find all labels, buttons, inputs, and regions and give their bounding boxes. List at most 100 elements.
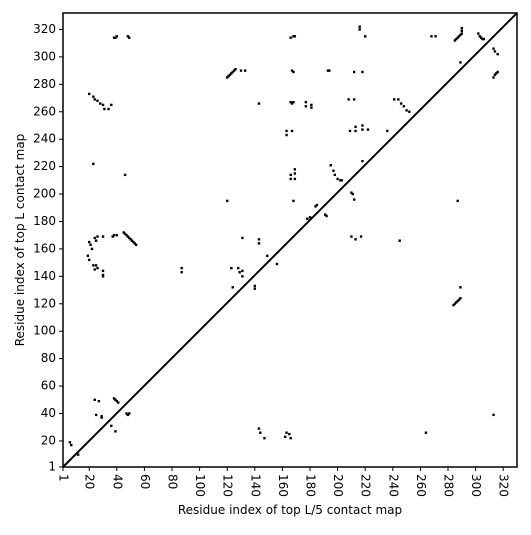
contact-point	[96, 266, 99, 270]
contact-point	[275, 262, 279, 266]
y-tick-label: 260	[33, 104, 56, 118]
contact-point	[114, 398, 117, 401]
contact-point	[359, 235, 363, 238]
y-tick-label: 100	[33, 324, 56, 338]
y-tick-label: 120	[33, 296, 56, 310]
contact-point	[241, 275, 244, 278]
contact-point	[115, 35, 119, 38]
contact-point	[231, 286, 234, 289]
x-tick-label: 240	[386, 474, 400, 497]
contact-point	[290, 69, 294, 72]
x-tick-label: 20	[83, 474, 97, 489]
contact-point	[112, 233, 116, 237]
contact-point	[453, 39, 457, 42]
contact-point	[126, 35, 130, 38]
contact-point	[459, 33, 462, 37]
contact-point	[348, 129, 352, 133]
contact-point	[392, 98, 396, 101]
contact-point	[366, 128, 370, 131]
contact-point	[101, 275, 105, 278]
contact-point	[122, 231, 125, 234]
contact-point	[180, 266, 183, 270]
contact-point	[459, 286, 462, 289]
contact-point	[347, 98, 350, 101]
contact-point	[94, 413, 98, 417]
contact-point	[70, 443, 73, 447]
contact-point	[326, 69, 330, 72]
contact-point	[99, 102, 102, 105]
x-tick-label: 280	[442, 474, 456, 497]
contact-point	[96, 235, 99, 238]
contact-point	[496, 70, 499, 74]
contact-point	[460, 32, 464, 35]
contact-point	[68, 441, 72, 444]
x-tick-label: 220	[359, 474, 373, 497]
contact-point	[110, 424, 113, 428]
contact-point	[285, 431, 288, 434]
contact-point	[325, 214, 328, 218]
contact-point	[101, 273, 105, 277]
contact-point	[493, 73, 497, 76]
y-tick-label: 180	[33, 214, 56, 228]
contact-point	[93, 236, 96, 240]
contact-point	[361, 128, 364, 131]
contact-point	[289, 36, 292, 39]
contact-point	[226, 199, 229, 203]
contact-point	[293, 35, 297, 38]
contact-point	[354, 129, 357, 133]
contact-point	[257, 242, 261, 245]
contact-point	[86, 254, 90, 257]
contact-point	[93, 98, 96, 101]
contact-point	[361, 70, 364, 74]
contact-point	[128, 412, 131, 415]
contact-point	[293, 168, 297, 171]
contact-point	[352, 70, 356, 74]
contact-point	[128, 36, 131, 39]
contact-point	[126, 413, 130, 417]
y-tick-label: 160	[33, 241, 56, 255]
contact-point	[479, 36, 483, 39]
contact-point	[238, 271, 241, 274]
contact-point	[226, 76, 229, 79]
contact-point	[452, 303, 455, 307]
contact-point	[352, 198, 356, 201]
contact-point	[241, 236, 244, 240]
contact-point	[314, 205, 317, 208]
x-axis-label: Residue index of top L/5 contact map	[178, 503, 402, 517]
contact-point	[289, 436, 292, 440]
contact-point	[94, 264, 98, 267]
contact-point	[493, 50, 497, 53]
contact-point	[90, 247, 94, 251]
contact-point	[288, 432, 291, 436]
y-tick-label: 220	[33, 159, 56, 173]
contact-point	[133, 242, 136, 245]
contact-point	[405, 109, 408, 112]
contact-point	[306, 217, 309, 220]
contact-point	[293, 172, 297, 175]
contact-point	[492, 47, 495, 50]
contact-point	[96, 99, 99, 102]
contact-point	[328, 69, 331, 72]
contact-point	[257, 427, 261, 430]
contact-point	[358, 28, 361, 31]
contact-point	[351, 192, 354, 196]
contact-point	[408, 110, 411, 113]
contact-point	[93, 268, 96, 271]
x-tick-label: 140	[248, 474, 262, 497]
contact-point	[482, 37, 486, 41]
contact-point	[241, 269, 244, 273]
contact-point	[386, 129, 389, 133]
contact-point	[231, 70, 234, 74]
contact-point	[253, 287, 257, 290]
contact-point	[456, 299, 459, 303]
contact-point	[125, 233, 128, 237]
contact-point	[89, 243, 92, 247]
contact-point	[424, 431, 428, 434]
contact-point	[100, 415, 103, 418]
contact-point	[398, 239, 401, 242]
contact-point	[107, 107, 110, 111]
contact-point	[310, 103, 313, 107]
contact-point	[123, 232, 127, 236]
contact-point	[430, 35, 433, 38]
